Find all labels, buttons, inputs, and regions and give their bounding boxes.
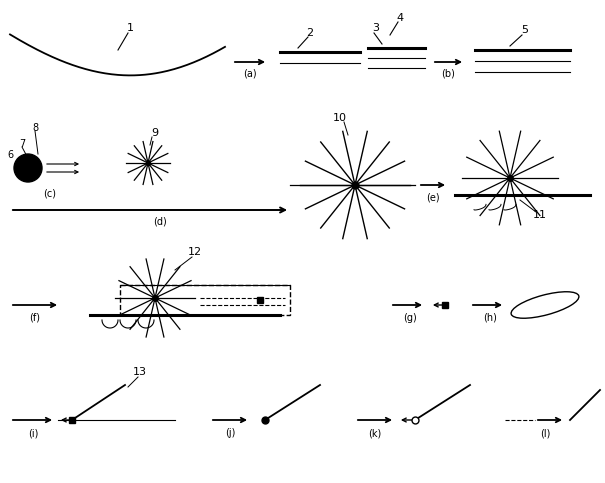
Text: 3: 3 (373, 23, 379, 33)
Text: (d): (d) (153, 217, 167, 227)
Text: (e): (e) (426, 192, 440, 202)
Text: 2: 2 (307, 28, 313, 38)
Text: 12: 12 (188, 247, 202, 257)
Text: (l): (l) (540, 428, 550, 438)
Text: 7: 7 (19, 139, 25, 149)
Text: 4: 4 (396, 13, 404, 23)
Text: 13: 13 (133, 367, 147, 377)
Bar (120, 285, 290, 315)
Text: (a): (a) (243, 68, 257, 78)
Circle shape (14, 154, 42, 182)
Text: (f): (f) (30, 313, 41, 323)
Text: 1: 1 (126, 23, 134, 33)
Text: (i): (i) (28, 428, 38, 438)
Text: 9: 9 (151, 128, 159, 138)
Text: 10: 10 (333, 113, 347, 123)
Text: 8: 8 (32, 123, 38, 133)
Text: (g): (g) (403, 313, 417, 323)
Text: 5: 5 (522, 25, 529, 35)
Text: (b): (b) (441, 68, 455, 78)
Text: (c): (c) (44, 188, 56, 198)
Text: (j): (j) (225, 428, 235, 438)
Text: 6: 6 (7, 150, 13, 160)
Text: (h): (h) (483, 313, 497, 323)
Text: (k): (k) (368, 428, 382, 438)
Text: 11: 11 (533, 210, 547, 220)
